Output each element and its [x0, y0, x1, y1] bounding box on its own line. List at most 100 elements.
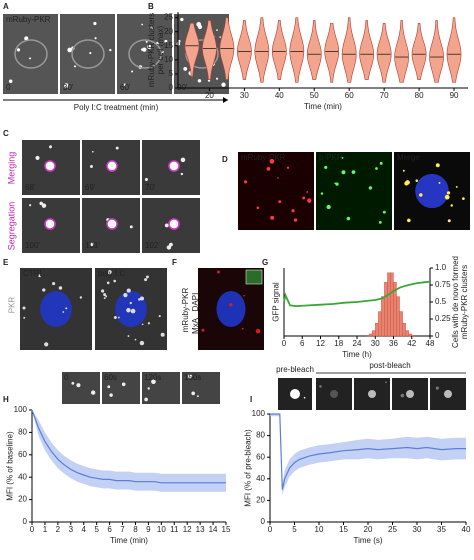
puncta: [129, 225, 133, 229]
violin: [324, 22, 340, 83]
line: [31, 409, 226, 484]
puncta: [241, 327, 244, 330]
puncta: [324, 165, 328, 169]
puncta: [92, 150, 94, 153]
y2-tick-label: 0.5: [435, 297, 447, 306]
x-tick-label: 2: [56, 525, 61, 534]
puncta: [129, 301, 132, 305]
x-tick-label: 90: [450, 91, 459, 100]
puncta: [151, 379, 156, 385]
puncta: [219, 36, 221, 38]
puncta: [402, 169, 405, 172]
panel-label: H: [3, 395, 9, 404]
puncta: [89, 52, 92, 55]
x-tick-label: 6: [300, 339, 305, 348]
x-axis-label: Time (min): [304, 102, 342, 111]
y-tick-label: 0: [169, 83, 174, 92]
puncta: [341, 170, 346, 175]
y2-tick-label: 0.25: [435, 314, 451, 323]
micrograph: [60, 14, 115, 94]
puncta: [115, 146, 119, 150]
y2-tick-label: 0.75: [435, 280, 451, 289]
time-label: 100': [25, 241, 40, 250]
puncta: [101, 289, 105, 293]
micrograph: [238, 152, 314, 230]
cluster: [44, 160, 56, 172]
puncta: [270, 215, 275, 220]
puncta: [419, 193, 423, 197]
spot: [290, 389, 300, 399]
cluster: [44, 218, 56, 230]
y-tick-label: 20: [164, 27, 173, 36]
puncta: [438, 181, 441, 184]
x-tick-label: 1: [43, 525, 48, 534]
puncta: [379, 161, 383, 165]
channel-label: Merge: [397, 153, 420, 162]
panel-label: I: [250, 395, 252, 404]
x-tick-label: 0: [268, 525, 273, 534]
y-tick-label: 60: [18, 450, 27, 459]
puncta: [291, 209, 295, 213]
channel-label: p-PKR: [319, 153, 343, 162]
puncta: [139, 340, 145, 346]
x-tick-label: 15: [222, 525, 231, 534]
puncta: [16, 48, 21, 52]
y-tick-label: 80: [256, 431, 265, 440]
y-axis-label: MFI (% of baseline): [5, 431, 15, 501]
puncta: [144, 178, 148, 182]
nucleus: [40, 290, 72, 328]
panel-label: E: [3, 258, 9, 267]
x-tick-label: 11: [170, 525, 179, 534]
violin: [306, 20, 322, 80]
micrograph: [62, 372, 100, 404]
cluster: [168, 160, 180, 172]
puncta: [188, 374, 193, 379]
puncta: [107, 385, 111, 389]
puncta: [307, 198, 312, 203]
x-tick-label: 0: [30, 525, 35, 534]
x-tick-label: 4: [82, 525, 87, 534]
y-axis-label: MFI (% of pre-bleach): [243, 429, 253, 507]
puncta: [109, 48, 112, 52]
puncta: [346, 216, 351, 221]
x-tick-label: 30: [413, 525, 422, 534]
puncta: [79, 296, 83, 299]
x-tick-label: 35: [437, 525, 446, 534]
puncta: [197, 79, 202, 83]
puncta: [29, 57, 32, 60]
puncta: [117, 316, 120, 319]
phase-label: pre-bleach: [276, 365, 314, 374]
puncta: [320, 192, 324, 195]
puncta: [134, 338, 137, 341]
panel-label: A: [3, 2, 9, 11]
puncta: [446, 191, 451, 195]
violin: [184, 22, 200, 78]
puncta: [103, 293, 107, 297]
puncta: [277, 177, 279, 179]
inset: [245, 269, 263, 285]
x-tick-label: 18: [334, 339, 343, 348]
time-label: 68': [25, 183, 36, 192]
puncta: [147, 387, 150, 390]
puncta: [161, 50, 164, 54]
puncta: [142, 47, 147, 52]
puncta: [141, 323, 144, 326]
puncta: [38, 274, 41, 278]
error-band: [32, 410, 226, 492]
row-label: Merging: [6, 151, 17, 185]
time-label: 30': [63, 83, 74, 92]
x-tick-label: 5: [292, 525, 297, 534]
x-tick-label: 20: [364, 525, 373, 534]
x-tick-label: 30: [371, 339, 380, 348]
puncta: [216, 77, 219, 80]
puncta: [127, 335, 130, 338]
time-label: 60s: [432, 378, 445, 387]
puncta: [269, 158, 275, 164]
cluster: [106, 160, 118, 172]
x-tick-label: 42: [407, 339, 416, 348]
puncta: [180, 17, 184, 22]
caption: Poly I:C treatment (min): [74, 103, 159, 112]
puncta: [107, 270, 112, 275]
puncta: [303, 396, 306, 399]
panel-label: D: [222, 155, 228, 164]
